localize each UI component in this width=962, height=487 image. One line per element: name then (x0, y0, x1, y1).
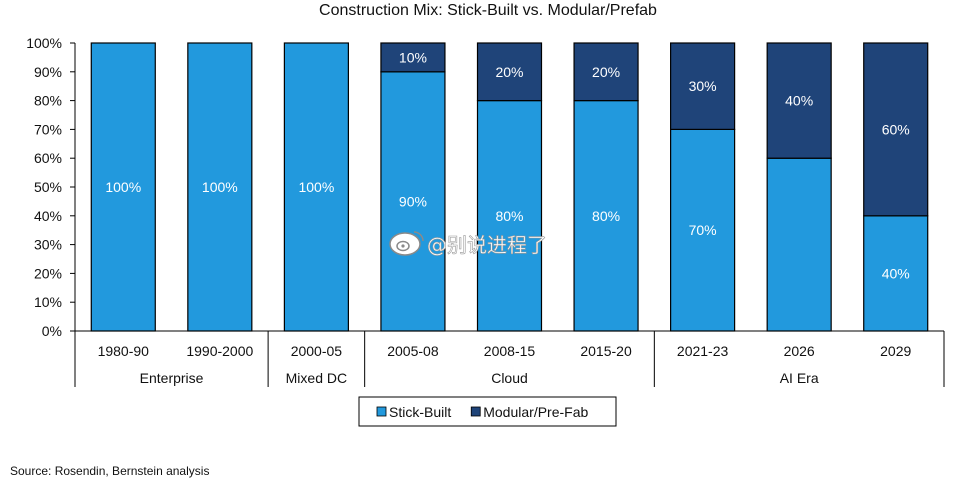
y-tick-label: 20% (34, 265, 62, 281)
source-note: Source: Rosendin, Bernstein analysis (10, 464, 209, 478)
bar-data-label: 90% (399, 193, 427, 209)
bar-modular-pre-fab (380, 42, 446, 73)
bar-data-label: 60% (882, 121, 910, 137)
plot-area: 0% 10% 20% 30% 40% 50% 60% 70% 80% 90% 100% 100% 198… (26, 35, 945, 387)
bar-data-label: 10% (399, 49, 427, 65)
bar-stick-built (766, 157, 832, 332)
group-label: Cloud (491, 370, 528, 386)
x-tick-label: 2029 (880, 343, 911, 359)
bar-data-label: 100% (298, 179, 334, 195)
watermark-text: @别说进程了 (427, 233, 547, 257)
legend-box (358, 396, 617, 427)
bar-data-label: 40% (785, 93, 813, 109)
y-tick-label: 60% (34, 150, 62, 166)
legend-swatch (376, 406, 387, 417)
legend-label: Stick-Built (389, 404, 451, 420)
bar-data-label: 80% (495, 208, 523, 224)
bar-data-label: 100% (105, 179, 141, 195)
group-label: Mixed DC (286, 370, 347, 386)
group-label: Enterprise (140, 370, 204, 386)
x-tick-label: 1980-90 (98, 343, 150, 359)
legend: Stick-Built Modular/Pre-Fab (358, 396, 617, 427)
x-tick-label: 2000-05 (291, 343, 343, 359)
bar-data-label: 20% (495, 64, 523, 80)
chart-title: Construction Mix: Stick-Built vs. Modula… (319, 2, 657, 19)
bar-stick-built (187, 42, 253, 332)
legend-label: Modular/Pre-Fab (483, 404, 588, 420)
y-tick-label: 100% (26, 35, 62, 51)
bar-stick-built (573, 99, 639, 332)
y-tick-label: 50% (34, 179, 62, 195)
bar-data-label: 40% (882, 265, 910, 281)
y-tick-label: 90% (34, 64, 62, 80)
bar-stick-built (283, 42, 349, 332)
bar-modular-pre-fab (476, 42, 543, 102)
bar-modular-pre-fab (573, 42, 639, 102)
y-tick-label: 40% (34, 208, 62, 224)
bar-data-label: 70% (689, 222, 717, 238)
y-tick-label: 10% (34, 294, 62, 310)
legend-swatch (470, 406, 481, 417)
x-tick-label: 1990-2000 (186, 343, 253, 359)
x-tick-label: 2005-08 (387, 343, 439, 359)
group-label: AI Era (780, 370, 819, 386)
y-tick-label: 70% (34, 121, 62, 137)
x-tick-label: 2021-23 (677, 343, 729, 359)
bar-data-label: 20% (592, 64, 620, 80)
bar-stick-built (90, 42, 156, 332)
bar-data-label: 100% (202, 179, 238, 195)
bar-modular-pre-fab (863, 42, 929, 217)
weibo-icon (389, 231, 424, 256)
bar-data-label: 30% (689, 78, 717, 94)
bar-modular-pre-fab (670, 42, 736, 131)
y-tick-label: 0% (42, 323, 62, 339)
bar-data-label: 80% (592, 208, 620, 224)
x-tick-label: 2026 (784, 343, 815, 359)
x-tick-label: 2008-15 (484, 343, 536, 359)
x-tick-label: 2015-20 (580, 343, 632, 359)
bar-modular-pre-fab (766, 42, 832, 159)
bar-stick-built (670, 128, 736, 332)
y-tick-label: 30% (34, 237, 62, 253)
y-tick-label: 80% (34, 93, 62, 109)
